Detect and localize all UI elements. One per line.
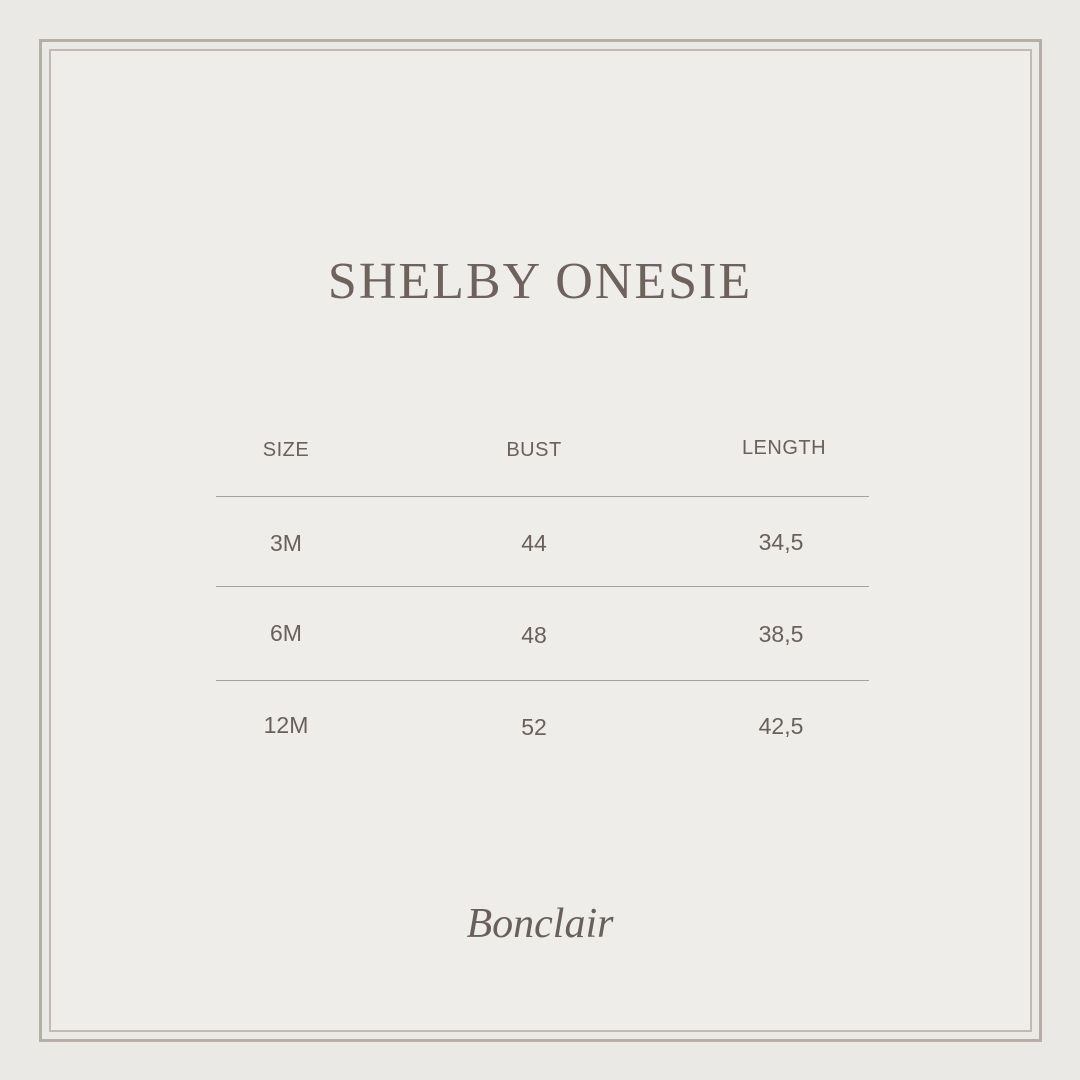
header-size: SIZE [262, 439, 310, 461]
header-bust: BUST [506, 439, 562, 461]
table-cell: 52 [521, 714, 547, 740]
page-title: SHELBY ONESIE [327, 253, 753, 310]
table-cell: 38,5 [758, 621, 804, 647]
table-cell: 34,5 [758, 529, 804, 555]
outer-border [39, 39, 1042, 1042]
inner-border [49, 49, 1032, 1032]
table-cell: 12M [263, 712, 309, 738]
header-length: LENGTH [741, 437, 827, 459]
table-cell: 6M [270, 620, 302, 646]
divider [216, 680, 869, 681]
divider [216, 496, 869, 497]
table-cell: 42,5 [758, 713, 804, 739]
table-cell: 3M [270, 530, 302, 556]
divider [216, 586, 869, 587]
brand-logo: Bonclair [466, 901, 614, 947]
table-cell: 48 [521, 622, 547, 648]
table-cell: 44 [521, 530, 547, 556]
